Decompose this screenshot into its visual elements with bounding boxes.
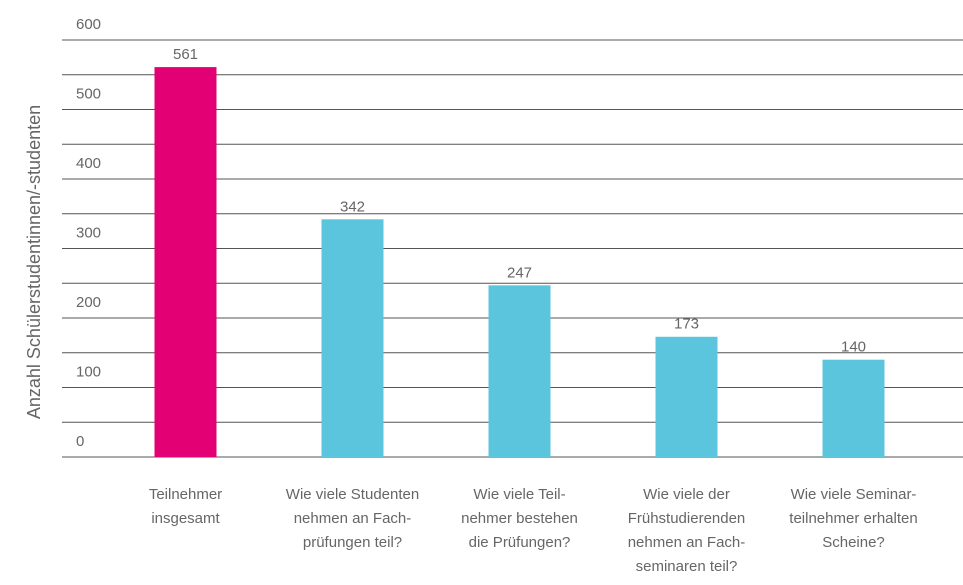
y-tick-label: 400 (76, 155, 101, 172)
y-tick-label: 100 (76, 363, 101, 380)
x-tick-label: Wie viele Studenten (286, 486, 419, 503)
y-tick-label: 0 (76, 433, 84, 450)
x-tick-label: Scheine? (822, 534, 885, 551)
x-tick-label: nehmen an Fach- (628, 534, 746, 551)
x-tick-label: seminaren teil? (636, 558, 738, 575)
y-tick-label: 200 (76, 294, 101, 311)
x-tick-label: teilnehmer erhalten (789, 510, 917, 527)
bar (488, 285, 551, 457)
y-tick-label: 300 (76, 224, 101, 241)
y-axis-label: Anzahl Schülerstudentinnen/-studenten (24, 105, 44, 419)
x-tick-label: Wie viele Seminar- (791, 486, 917, 503)
x-tick-label: nehmer bestehen (461, 510, 578, 527)
bar (655, 336, 718, 457)
value-label: 342 (340, 198, 365, 215)
y-tick-label: 500 (76, 85, 101, 102)
x-tick-label: nehmen an Fach- (294, 510, 412, 527)
y-tick-label: 600 (76, 16, 101, 33)
x-tick-label: insgesamt (151, 510, 220, 527)
x-tick-label: Teilnehmer (149, 486, 222, 503)
x-tick-label: die Prüfungen? (469, 534, 571, 551)
value-label: 140 (841, 339, 866, 356)
x-tick-label: Frühstudierenden (628, 510, 746, 527)
x-tick-label: Wie viele Teil- (473, 486, 565, 503)
x-tick-label: Wie viele der (643, 486, 730, 503)
value-label: 247 (507, 264, 532, 281)
x-tick-label: prüfungen teil? (303, 534, 402, 551)
value-label: 561 (173, 46, 198, 63)
bar (321, 219, 384, 457)
bar (154, 67, 217, 457)
value-label: 173 (674, 316, 699, 333)
bar (822, 359, 885, 457)
